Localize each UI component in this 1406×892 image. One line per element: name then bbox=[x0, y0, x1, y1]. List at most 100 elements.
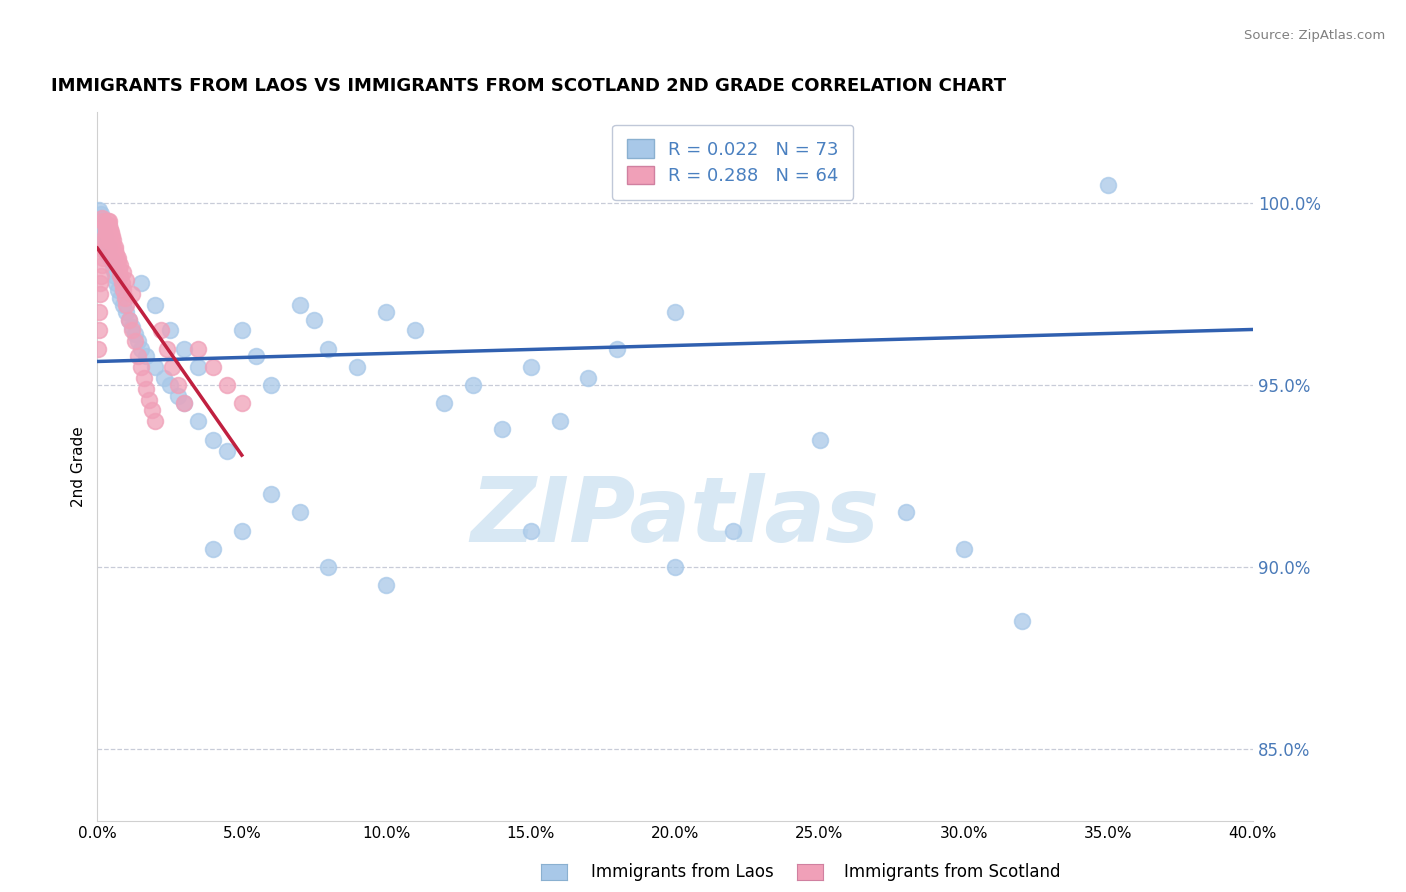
Point bbox=[97, 214, 120, 228]
Point bbox=[152, 371, 174, 385]
Point bbox=[721, 524, 744, 538]
Point bbox=[87, 305, 110, 319]
Point bbox=[159, 323, 181, 337]
Point bbox=[96, 218, 118, 232]
Point bbox=[96, 225, 118, 239]
Point bbox=[90, 211, 112, 225]
Point bbox=[110, 258, 132, 272]
Point bbox=[217, 443, 239, 458]
Point bbox=[110, 268, 132, 283]
Text: Immigrants from Laos: Immigrants from Laos bbox=[591, 863, 773, 881]
Point bbox=[135, 349, 157, 363]
Point bbox=[111, 276, 134, 290]
Point bbox=[318, 342, 340, 356]
Point bbox=[98, 251, 121, 265]
Point bbox=[93, 228, 115, 243]
Point bbox=[107, 251, 129, 265]
Point bbox=[132, 371, 155, 385]
Point bbox=[118, 312, 141, 326]
Point bbox=[260, 487, 283, 501]
Point bbox=[94, 228, 117, 243]
Point bbox=[162, 359, 184, 374]
Point bbox=[103, 261, 125, 276]
Point bbox=[105, 247, 128, 261]
Point bbox=[104, 244, 127, 258]
Point bbox=[231, 524, 253, 538]
Point bbox=[664, 560, 686, 574]
Point bbox=[260, 378, 283, 392]
Point bbox=[288, 298, 311, 312]
Point bbox=[231, 323, 253, 337]
Point bbox=[112, 298, 135, 312]
Point bbox=[404, 323, 426, 337]
Point bbox=[141, 403, 163, 417]
Point bbox=[91, 225, 114, 239]
Point bbox=[98, 221, 121, 235]
Y-axis label: 2nd Grade: 2nd Grade bbox=[72, 426, 86, 508]
Point bbox=[104, 268, 127, 283]
Point bbox=[808, 433, 831, 447]
Point bbox=[461, 378, 484, 392]
Point bbox=[318, 560, 340, 574]
Point bbox=[606, 342, 628, 356]
Point bbox=[201, 541, 224, 556]
Point bbox=[90, 258, 112, 272]
Point bbox=[664, 305, 686, 319]
Point bbox=[124, 327, 146, 342]
Point bbox=[167, 378, 190, 392]
Point bbox=[105, 276, 128, 290]
Point bbox=[101, 236, 124, 251]
Point bbox=[97, 240, 120, 254]
Point bbox=[201, 433, 224, 447]
Point bbox=[548, 414, 571, 428]
Point bbox=[115, 298, 138, 312]
Point bbox=[121, 287, 143, 301]
Point bbox=[433, 396, 456, 410]
Text: IMMIGRANTS FROM LAOS VS IMMIGRANTS FROM SCOTLAND 2ND GRADE CORRELATION CHART: IMMIGRANTS FROM LAOS VS IMMIGRANTS FROM … bbox=[51, 78, 1007, 95]
Point bbox=[129, 359, 152, 374]
Point bbox=[143, 359, 166, 374]
Point bbox=[159, 378, 181, 392]
Point bbox=[94, 221, 117, 235]
Point bbox=[90, 268, 112, 283]
Point bbox=[89, 276, 111, 290]
Point bbox=[173, 342, 195, 356]
Point bbox=[115, 272, 138, 286]
Point bbox=[187, 359, 209, 374]
Point bbox=[97, 228, 120, 243]
Point bbox=[1011, 615, 1033, 629]
Point bbox=[93, 240, 115, 254]
Point bbox=[143, 414, 166, 428]
Point bbox=[96, 247, 118, 261]
Point bbox=[245, 349, 267, 363]
Point bbox=[288, 505, 311, 519]
Point bbox=[89, 211, 111, 225]
Point bbox=[121, 323, 143, 337]
Point bbox=[101, 228, 124, 243]
Text: ZIPatlas: ZIPatlas bbox=[471, 473, 880, 560]
Point bbox=[173, 396, 195, 410]
Point bbox=[118, 312, 141, 326]
Point bbox=[519, 359, 541, 374]
Point bbox=[110, 291, 132, 305]
Point bbox=[217, 378, 239, 392]
Point bbox=[91, 251, 114, 265]
Point bbox=[93, 233, 115, 247]
Point bbox=[107, 284, 129, 298]
Point bbox=[91, 221, 114, 235]
Point bbox=[93, 218, 115, 232]
Point bbox=[100, 225, 122, 239]
Point bbox=[91, 244, 114, 258]
Point bbox=[115, 305, 138, 319]
Point bbox=[124, 334, 146, 349]
Point bbox=[87, 342, 110, 356]
Point bbox=[103, 233, 125, 247]
Point bbox=[93, 233, 115, 247]
Point bbox=[129, 276, 152, 290]
Point bbox=[127, 334, 149, 349]
Point bbox=[127, 349, 149, 363]
Point bbox=[101, 254, 124, 268]
Point bbox=[896, 505, 918, 519]
Point bbox=[96, 221, 118, 235]
Text: Immigrants from Scotland: Immigrants from Scotland bbox=[844, 863, 1060, 881]
